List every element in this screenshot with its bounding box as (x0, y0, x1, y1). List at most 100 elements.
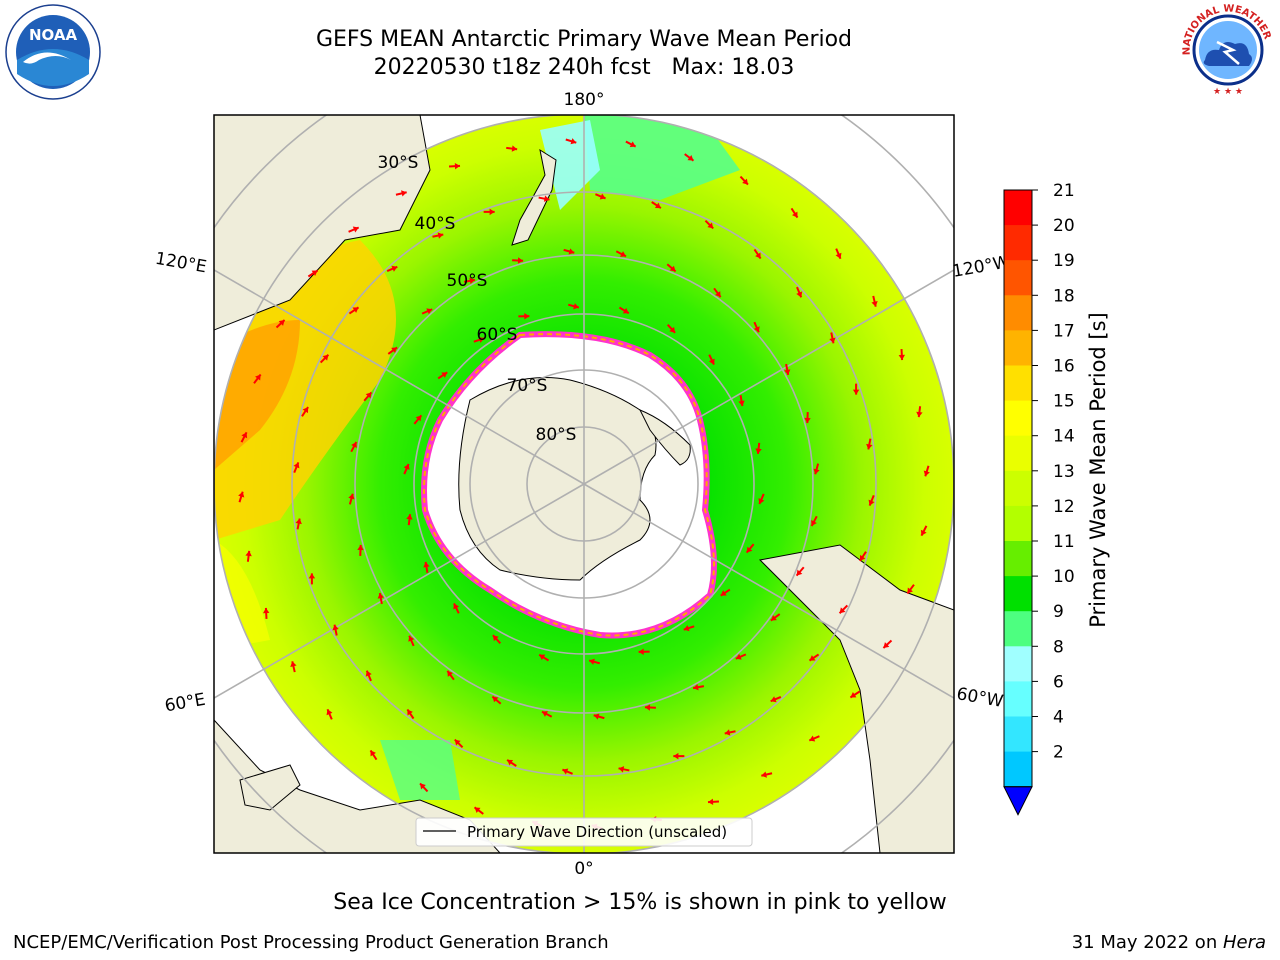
colorbar-tick-label: 8 (1053, 637, 1064, 657)
wave-arrow-head (391, 347, 398, 353)
colorbar-tick-label: 19 (1053, 251, 1075, 271)
wave-arrow-head (517, 257, 524, 264)
wave-arrow-head (868, 499, 875, 506)
map-area (214, 115, 954, 853)
svg-text:★ ★ ★: ★ ★ ★ (1213, 87, 1243, 97)
wave-arrow-head (923, 470, 930, 477)
wave-arrow-head (507, 759, 514, 766)
wave-arrow-head (543, 195, 550, 202)
wave-arrow-head (618, 766, 625, 773)
wave-arrow-head (850, 692, 857, 698)
wave-arrow-head (426, 308, 433, 315)
colorbar-tick-label: 9 (1053, 602, 1064, 622)
wave-arrow-head (568, 248, 575, 255)
wave-arrow-head (813, 468, 820, 475)
wave-arrow-head (245, 550, 252, 557)
wave-arrow-head (370, 750, 376, 757)
wave-arrow-head (406, 514, 413, 520)
colorbar-segment (1004, 681, 1032, 717)
colorbar-tick-label: 15 (1053, 392, 1075, 412)
land-new-zealand (511, 148, 557, 246)
wave-arrow-head (357, 544, 364, 551)
wave-arrow-head (401, 190, 407, 197)
wave-arrow-head (322, 354, 329, 361)
graticule (214, 115, 954, 853)
wave-arrow-head (255, 374, 261, 381)
wave-arrow-head (708, 358, 715, 365)
wave-arrow-head (454, 739, 461, 746)
wave-arrow-head (407, 709, 413, 716)
wave-arrow-head (916, 411, 923, 418)
colorbar-tick-label: 13 (1053, 462, 1075, 482)
wave-arrow-head (898, 354, 906, 361)
wave-arrow-head (415, 415, 422, 422)
wave-arrow-head (308, 573, 316, 579)
wave-arrow-head (290, 661, 297, 667)
wave-arrow-head (441, 372, 448, 378)
colorbar: 21 20 19 18 17 16 15 14 13 12 11 10 9 8 6 4 2 (1003, 181, 1075, 816)
sea-ice-note: Sea Ice Concentration > 15% is shown in … (333, 890, 947, 915)
colorbar-segment (1004, 295, 1032, 331)
wave-arrow-head (593, 713, 600, 720)
wave-arrow-head (352, 307, 359, 313)
wave-arrow-head (724, 729, 731, 736)
colorbar-tick-label: 18 (1053, 286, 1075, 306)
wave-arrow-head (761, 771, 767, 778)
wave-arrow-head (295, 518, 302, 525)
lat-label-40s: 40°S (415, 214, 456, 234)
wave-arrow-head (403, 463, 410, 470)
colorbar-segment (1004, 505, 1032, 542)
lon-label-60e: 60°E (163, 690, 207, 717)
wave-arrow-head (644, 704, 651, 711)
lat-label-50s: 50°S (447, 271, 488, 291)
nws-logo: NATIONAL WEATHER SERVICE ★ ★ ★ (1177, 0, 1274, 97)
wave-arrow-head (420, 783, 426, 790)
colorbar-outline (1003, 189, 1033, 788)
wave-arrow-head (755, 252, 761, 259)
lon-label-120e: 120°E (154, 249, 208, 278)
wave-arrow-head (866, 443, 873, 450)
wave-arrow-head (852, 389, 860, 395)
wave-arrow-head (735, 653, 742, 660)
wave-arrow-head (758, 498, 765, 505)
wave-arrow-head (753, 326, 760, 333)
title-line-1: GEFS MEAN Antarctic Primary Wave Mean Pe… (315, 27, 853, 52)
legend-label: Primary Wave Direction (unscaled) (467, 823, 727, 841)
wave-arrow-head (469, 277, 475, 284)
wave-arrow-head (687, 155, 694, 161)
wave-arrow-head (715, 291, 721, 298)
wave-arrow-head (673, 752, 679, 760)
colorbar-segment (1004, 190, 1032, 226)
wave-arrow-head (524, 313, 530, 320)
lon-label-60w: 60°W (955, 684, 1005, 712)
colorbar-segment (1004, 751, 1032, 788)
wave-arrow-head (511, 145, 518, 152)
colorbar-tick-label: 21 (1053, 181, 1075, 201)
wave-arrow-head (478, 336, 485, 343)
wave-arrow-head (707, 798, 714, 806)
region-long-period (214, 240, 396, 540)
wave-arrow-head (562, 768, 569, 775)
wave-arrow-head (352, 226, 359, 233)
wave-arrow-head (539, 654, 546, 661)
footer-date: 31 May 2022 on Hera (1072, 932, 1266, 953)
colorbar-tick-label: 20 (1053, 216, 1075, 236)
wave-arrow-head (474, 807, 481, 813)
wave-arrow-head (883, 642, 890, 648)
wave-arrow-head (278, 320, 285, 326)
wave-arrow-head (238, 491, 245, 498)
wave-arrow-head (408, 635, 415, 642)
wave-arrow-head (437, 232, 444, 239)
wave-arrow-head (770, 696, 777, 703)
colorbar-tick-label: 17 (1053, 321, 1075, 341)
wave-arrow-head (796, 291, 803, 298)
wave-arrow-head (453, 603, 460, 610)
colorbar-tick-label: 16 (1053, 357, 1075, 377)
wave-arrow-head (792, 211, 798, 218)
colorbar-segment (1004, 716, 1032, 753)
wave-arrow-head (377, 593, 384, 599)
lon-label-120w: 120°W (951, 252, 1012, 282)
wave-arrow-head (302, 407, 309, 414)
lat-label-70s: 70°S (507, 376, 548, 396)
